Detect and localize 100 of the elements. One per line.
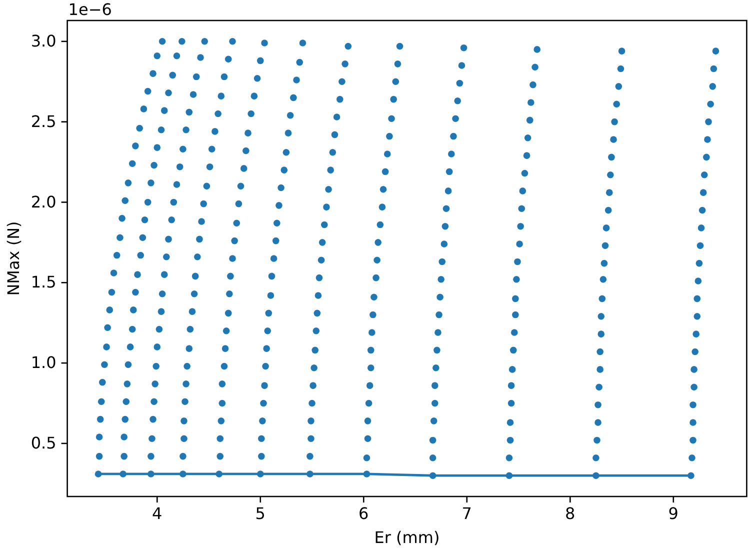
point (434, 346, 440, 354)
point (192, 73, 200, 80)
point (308, 400, 316, 407)
point (598, 295, 606, 302)
point (136, 124, 143, 132)
point (705, 118, 712, 126)
point (198, 218, 205, 225)
point (434, 329, 442, 336)
point (450, 132, 457, 140)
point (274, 220, 280, 227)
point (206, 163, 214, 170)
point (118, 214, 126, 222)
point (508, 382, 515, 389)
point (442, 205, 450, 212)
point (96, 452, 103, 460)
point (158, 38, 166, 45)
point (148, 435, 156, 442)
point (150, 162, 158, 169)
point (163, 253, 170, 260)
point (519, 188, 526, 194)
point (200, 200, 207, 208)
point (596, 384, 602, 391)
point (144, 198, 152, 206)
point (704, 136, 711, 143)
point (323, 204, 330, 210)
point (280, 166, 288, 174)
point (602, 242, 609, 250)
point (212, 128, 218, 135)
point (244, 130, 252, 136)
point (429, 454, 436, 462)
point (598, 330, 605, 338)
point (394, 60, 402, 68)
point (528, 99, 534, 106)
point (396, 42, 404, 50)
point (176, 163, 184, 170)
point (380, 186, 387, 193)
point (165, 236, 172, 243)
point (600, 276, 607, 283)
point (521, 170, 528, 177)
point (182, 380, 190, 388)
y-tick-label: 1.0 (30, 353, 56, 372)
point (429, 436, 436, 444)
point (523, 152, 530, 159)
point (314, 292, 322, 299)
point (182, 126, 190, 134)
point (208, 146, 216, 153)
point (250, 92, 258, 100)
point (700, 171, 708, 178)
point (594, 401, 602, 408)
point (218, 380, 226, 388)
point (197, 54, 204, 61)
point (364, 435, 372, 442)
y-tick-label: 0.5 (30, 434, 56, 453)
x-tick-label: 5 (255, 504, 266, 523)
point (600, 260, 608, 267)
point (382, 168, 389, 176)
y-tick-label: 2.0 (30, 192, 56, 212)
point (262, 362, 269, 370)
point (224, 310, 232, 317)
point (392, 78, 400, 86)
point (604, 206, 612, 214)
point (594, 419, 602, 426)
point (607, 171, 614, 178)
point (308, 435, 314, 442)
y-tick-label: 2.5 (30, 112, 56, 131)
point (296, 58, 304, 66)
point (160, 271, 168, 278)
point (700, 189, 707, 196)
point (192, 272, 199, 280)
point (610, 136, 617, 143)
point (374, 256, 380, 264)
x-tick-label: 9 (668, 504, 678, 523)
point (258, 435, 265, 442)
x-tick-label: 7 (462, 504, 472, 523)
point (508, 400, 515, 407)
point (137, 252, 144, 259)
point (436, 294, 444, 300)
point (124, 380, 131, 388)
point (513, 276, 520, 283)
point (524, 134, 532, 142)
point (514, 258, 521, 266)
point (98, 398, 105, 406)
point (158, 308, 165, 315)
point (264, 327, 272, 334)
point (617, 65, 624, 72)
point (438, 276, 444, 283)
point (165, 89, 172, 96)
point (268, 272, 276, 280)
text: 1e−6 (68, 0, 112, 19)
point (267, 292, 274, 299)
point (712, 48, 720, 54)
point (366, 382, 374, 389)
point (452, 115, 459, 122)
point (506, 454, 513, 462)
point (122, 398, 130, 406)
point (615, 83, 622, 90)
point (709, 83, 716, 90)
point (222, 327, 230, 334)
point (122, 416, 129, 423)
point (178, 38, 186, 45)
